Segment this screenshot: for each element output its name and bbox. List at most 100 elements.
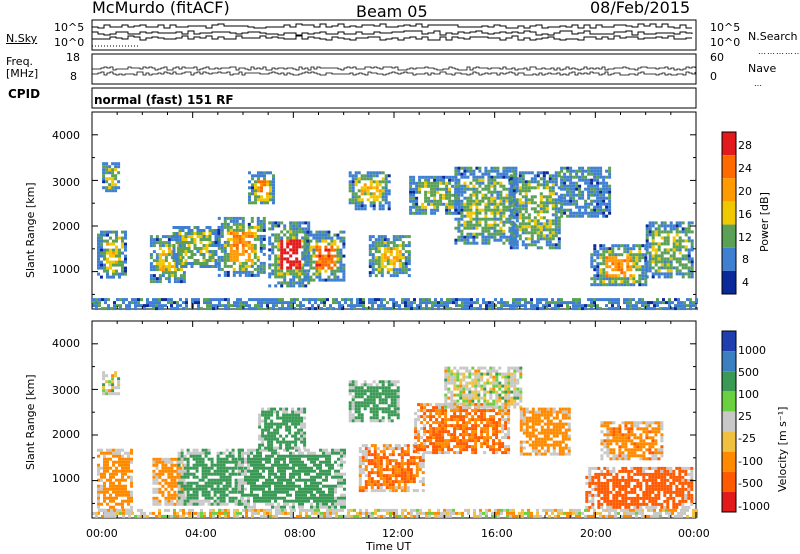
- power-cell-15: [672, 227, 676, 231]
- velocity-cell-4: [328, 493, 331, 497]
- power-cell-4: [253, 243, 257, 247]
- velocity-cell-4: [244, 493, 247, 497]
- velocity-cell-4: [337, 502, 340, 506]
- velocity-cell-6: [366, 401, 370, 405]
- power-cell-3: [190, 253, 194, 256]
- power-cell-16: [596, 298, 599, 302]
- power-cell-12: [512, 231, 516, 235]
- velocity-cell-5: [291, 410, 295, 414]
- power-cell-10: [412, 196, 416, 200]
- power-cell-8: [375, 195, 379, 199]
- power-cell-16: [290, 301, 293, 305]
- power-cell-12: [521, 228, 525, 232]
- power-cell-4: [247, 222, 251, 226]
- velocity-cell-4: [322, 490, 325, 494]
- power-cell-13: [572, 175, 576, 179]
- power-cell-14: [596, 256, 600, 260]
- power-cell-11: [463, 241, 467, 245]
- power-cell-14: [620, 259, 624, 263]
- velocity-cell-0: [103, 454, 106, 458]
- power-cell-12: [533, 243, 537, 247]
- power-cell-3: [193, 241, 197, 244]
- power-cell-13: [608, 184, 612, 188]
- power-cell-4: [235, 234, 239, 238]
- velocity-cell-2: [161, 463, 165, 467]
- power-cell-12: [515, 180, 519, 184]
- power-cell-16: [356, 304, 359, 308]
- velocity-cell-3: [198, 457, 202, 461]
- velocity-cell-4: [280, 469, 283, 473]
- power-cell-5: [266, 180, 269, 184]
- power-cell-4: [226, 264, 230, 268]
- power-cell-12: [542, 234, 546, 238]
- power-cell-11: [463, 214, 467, 218]
- velocity-cell-4: [310, 505, 313, 509]
- velocity-cell-3: [186, 472, 190, 476]
- power-cell-16: [239, 301, 242, 305]
- velocity-cell-4: [250, 460, 253, 464]
- power-cell-16: [272, 307, 275, 311]
- power-cell-13: [572, 214, 576, 218]
- power-cell-4: [220, 231, 224, 235]
- velocity-cell-4: [301, 502, 304, 506]
- power-cell-16: [503, 301, 506, 305]
- power-cell-0: [106, 269, 109, 273]
- velocity-cell-4: [253, 487, 256, 491]
- power-cell-6: [298, 239, 302, 243]
- power-cell-16: [539, 307, 542, 311]
- power-cell-6: [274, 284, 278, 288]
- power-cell-16: [224, 307, 227, 311]
- power-cell-3: [202, 244, 206, 247]
- velocity-cell-4: [265, 478, 268, 482]
- power-cell-16: [353, 304, 356, 308]
- power-cell-15: [651, 236, 655, 240]
- power-cell-5: [260, 186, 263, 190]
- power-cell-7: [327, 278, 331, 282]
- power-cell-11: [496, 169, 500, 173]
- velocity-cell-6: [366, 383, 370, 387]
- power-cell-16: [572, 301, 575, 305]
- power-cell-12: [539, 246, 543, 250]
- power-cell-12: [545, 243, 549, 247]
- power-cell-13: [602, 181, 606, 185]
- power-cell-0: [124, 248, 127, 252]
- power-cell-16: [125, 298, 128, 302]
- power-cell-11: [475, 214, 479, 218]
- power-cell-12: [512, 246, 516, 250]
- velocity-cell-3: [231, 490, 235, 494]
- power-cell-5: [260, 198, 263, 202]
- power-cell-4: [229, 258, 233, 262]
- power-cell-11: [487, 229, 491, 233]
- power-cell-16: [176, 307, 179, 311]
- velocity-cell-5: [261, 428, 265, 432]
- velocity-cell-2: [152, 478, 156, 482]
- power-cell-11: [457, 217, 461, 221]
- velocity-cell-2: [173, 481, 177, 485]
- power-cell-12: [521, 171, 525, 175]
- power-cell-11: [487, 178, 491, 182]
- power-cell-14: [632, 265, 636, 269]
- velocity-cell-4: [256, 460, 259, 464]
- power-cell-7: [327, 275, 331, 279]
- velocity-cell-0: [109, 448, 112, 452]
- power-cell-16: [197, 301, 200, 305]
- power-cell-10: [436, 199, 440, 203]
- velocity-cell-3: [180, 454, 184, 458]
- power-cell-9: [374, 241, 378, 245]
- power-cell-6: [301, 230, 305, 234]
- power-cell-7: [342, 278, 346, 282]
- velocity-cell-6: [351, 401, 355, 405]
- power-cell-16: [137, 304, 140, 308]
- power-cell-3: [181, 229, 185, 232]
- velocity-cell-1: [114, 371, 118, 375]
- power-cell-16: [116, 304, 119, 308]
- velocity-cell-6: [372, 389, 376, 393]
- velocity-cell-6: [360, 383, 364, 387]
- velocity-cell-3: [219, 475, 223, 479]
- power-cell-11: [484, 223, 488, 227]
- power-cell-12: [539, 195, 543, 199]
- power-cell-5: [248, 192, 251, 196]
- power-cell-16: [527, 301, 530, 305]
- power-cell-7: [330, 245, 334, 249]
- velocity-cell-2: [164, 478, 168, 482]
